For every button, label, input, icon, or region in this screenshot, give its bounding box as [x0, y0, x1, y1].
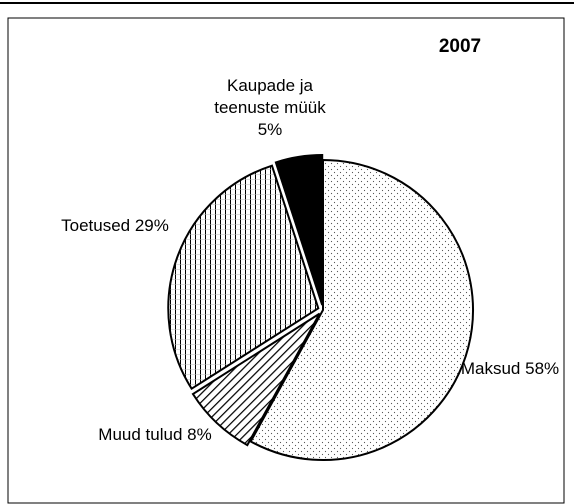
category-label: Kaupade ja teenuste müük	[214, 76, 326, 117]
pie-slice	[249, 158, 474, 461]
chart-title: 2007	[438, 36, 482, 57]
slice-label: Muud tulud 8%	[85, 424, 225, 446]
value-label: 8%	[187, 425, 212, 444]
category-label: Muud tulud	[98, 425, 183, 444]
slice-label: Kaupade ja teenuste müük 5%	[210, 75, 330, 141]
value-label: 5%	[257, 120, 283, 139]
pie-slice	[274, 154, 324, 306]
frame	[7, 17, 565, 504]
value-label: 58%	[525, 359, 560, 378]
category-label: Maksud	[460, 359, 521, 378]
slice-label: Maksud 58%	[455, 358, 565, 380]
slice-label: Toetused 29%	[60, 215, 170, 237]
pie-slice	[167, 164, 320, 391]
category-label: Toetused	[61, 216, 131, 235]
value-label: 29%	[134, 216, 169, 235]
pie-slice	[191, 312, 321, 447]
